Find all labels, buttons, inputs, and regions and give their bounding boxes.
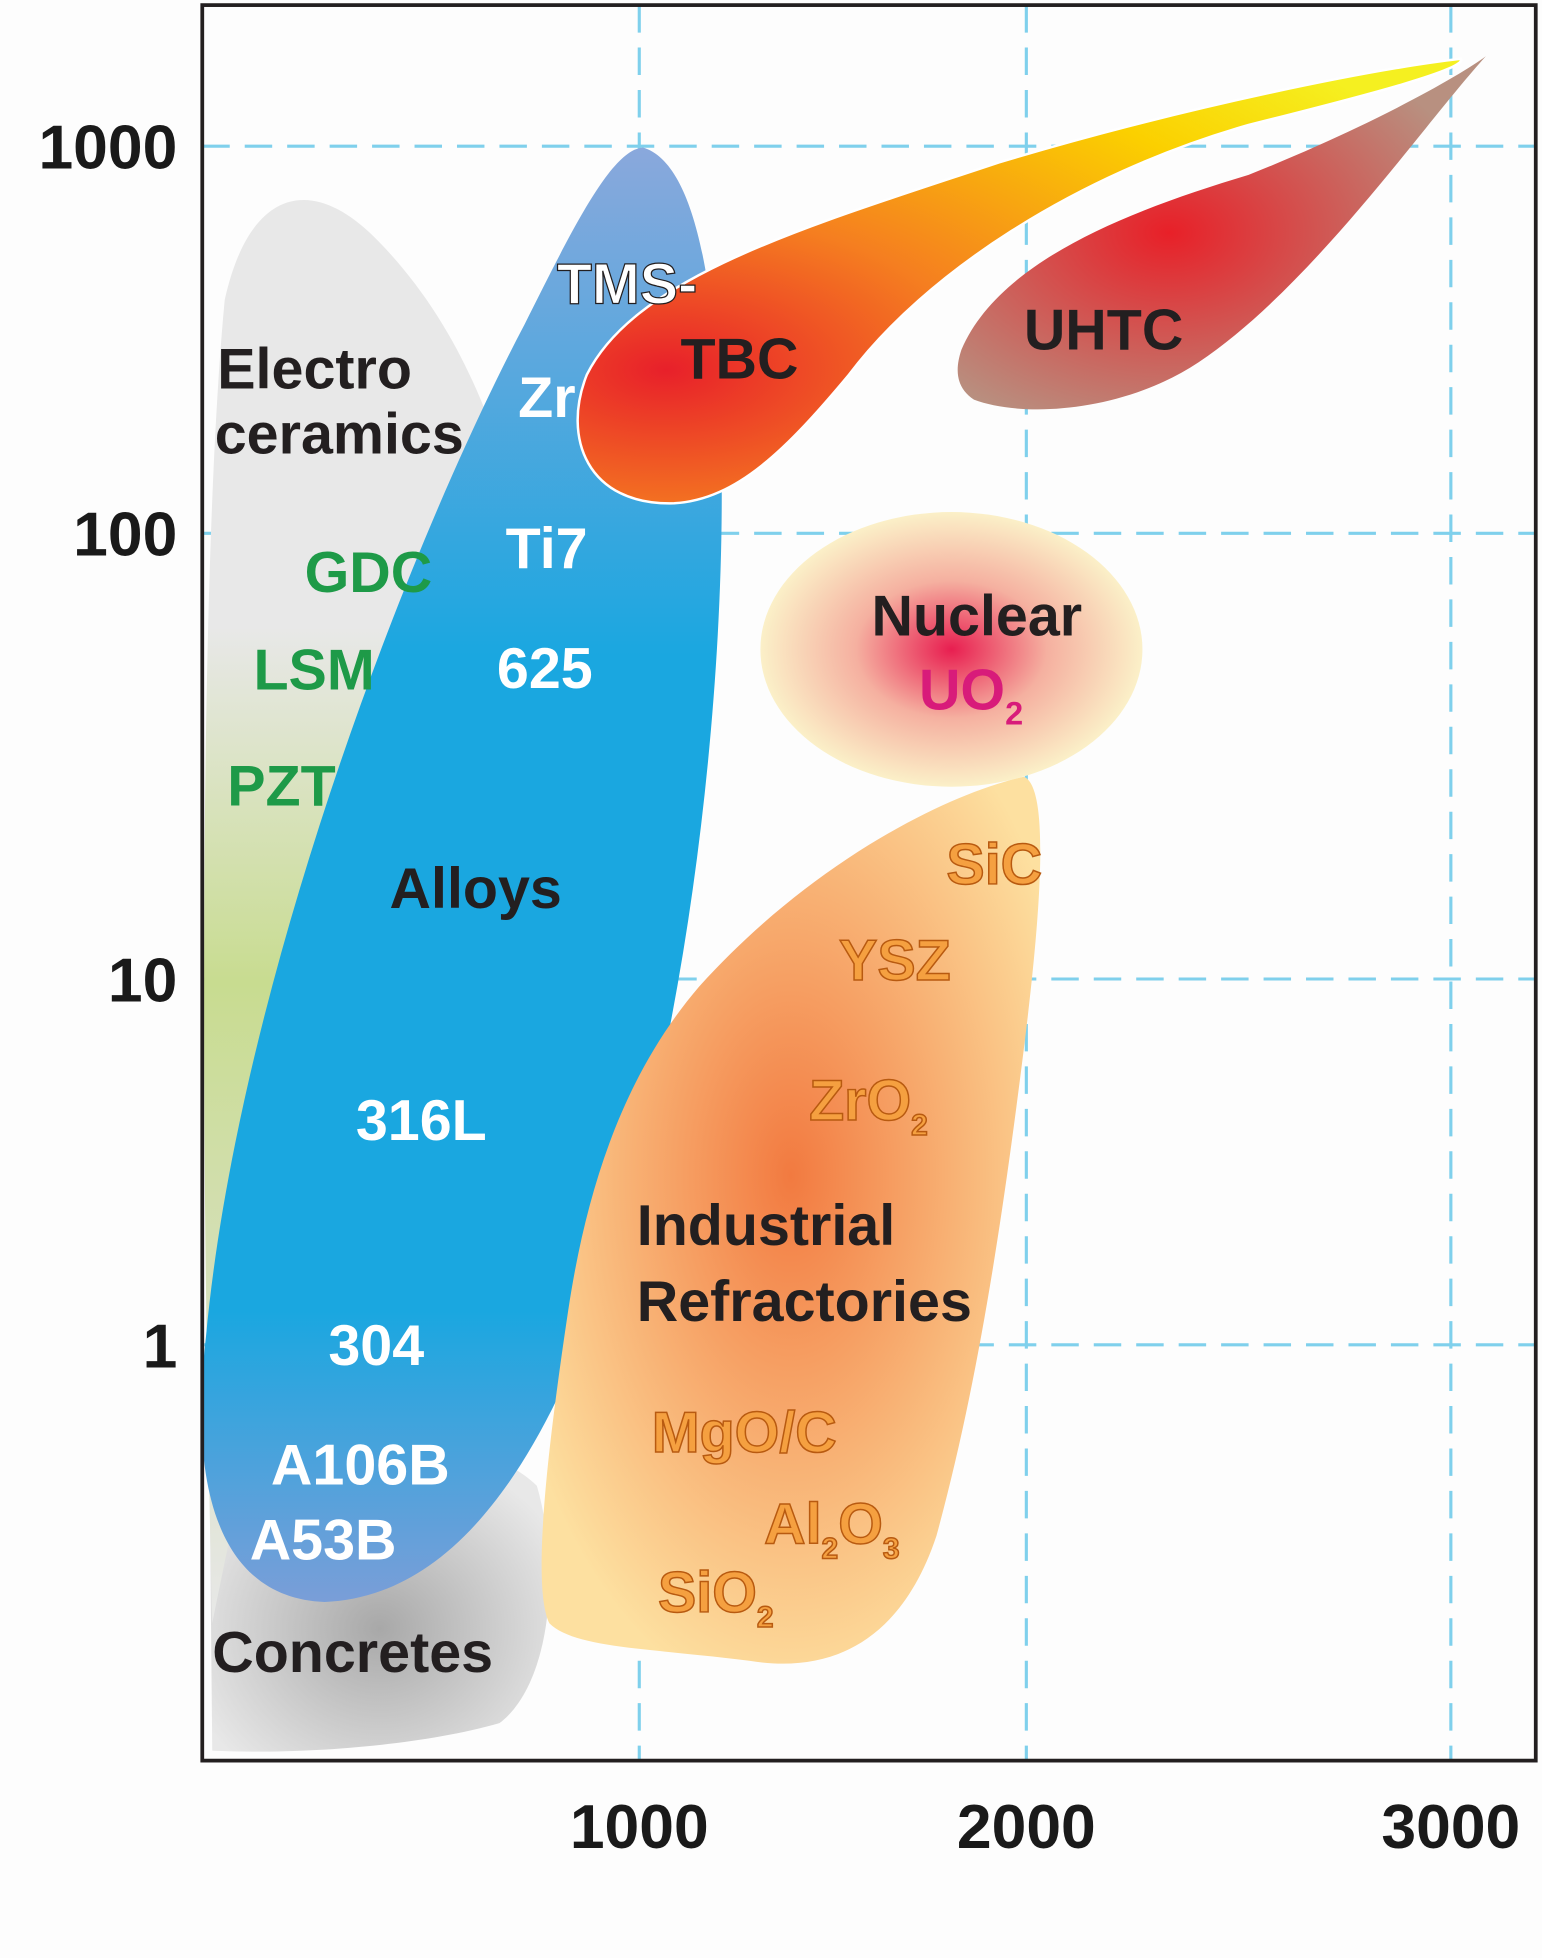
region-uhtc [957, 56, 1486, 410]
text-labels: Electro ceramics GDC LSM PZT TMS- Zr Ti7… [212, 252, 1183, 1685]
label-ti7: Ti7 [506, 517, 588, 581]
x-tick-1000: 1000 [570, 1792, 709, 1862]
label-electro: Electro [217, 337, 412, 401]
label-a106b: A106B [271, 1434, 450, 1498]
label-mgoc: MgO/C [652, 1401, 837, 1465]
label-ceramics: ceramics [215, 402, 464, 466]
label-concretes: Concretes [212, 1621, 493, 1685]
label-pzt: PZT [227, 754, 335, 818]
axis-ticks: 1000 2000 3000 1000 100 10 1 [38, 113, 1520, 1862]
label-a53b: A53B [250, 1509, 397, 1573]
label-nuclear: Nuclear [872, 585, 1083, 649]
label-tbc: TBC [680, 327, 798, 391]
region-tbc [576, 57, 1463, 505]
label-304: 304 [328, 1314, 424, 1378]
label-sio2: SiO2 [658, 1561, 774, 1634]
region-industrial-refractories [541, 776, 1041, 1664]
y-tick-1: 1 [143, 1311, 178, 1381]
label-refractories: Refractories [637, 1270, 972, 1334]
x-tick-2000: 2000 [957, 1792, 1096, 1862]
y-tick-10: 10 [108, 945, 177, 1015]
label-zr: Zr [518, 366, 575, 430]
y-tick-1000: 1000 [38, 113, 177, 183]
label-tms: TMS- [557, 253, 697, 317]
label-gdc: GDC [305, 541, 433, 605]
label-lsm: LSM [253, 638, 374, 702]
label-al2o3: Al2O3 [764, 1492, 899, 1565]
label-industrial: Industrial [637, 1194, 895, 1258]
plot-frame [200, 3, 1538, 1763]
label-316l: 316L [356, 1089, 487, 1153]
label-alloys: Alloys [390, 857, 562, 921]
label-625: 625 [497, 637, 593, 701]
label-ysz: YSZ [839, 929, 951, 993]
label-sic: SiC [946, 833, 1042, 897]
x-tick-3000: 3000 [1381, 1792, 1520, 1862]
label-uo2: UO2 [919, 658, 1023, 731]
label-uhtc: UHTC [1024, 299, 1183, 363]
region-nuclear [760, 512, 1143, 787]
label-zro2: ZrO2 [809, 1069, 928, 1142]
y-tick-100: 100 [73, 500, 177, 570]
